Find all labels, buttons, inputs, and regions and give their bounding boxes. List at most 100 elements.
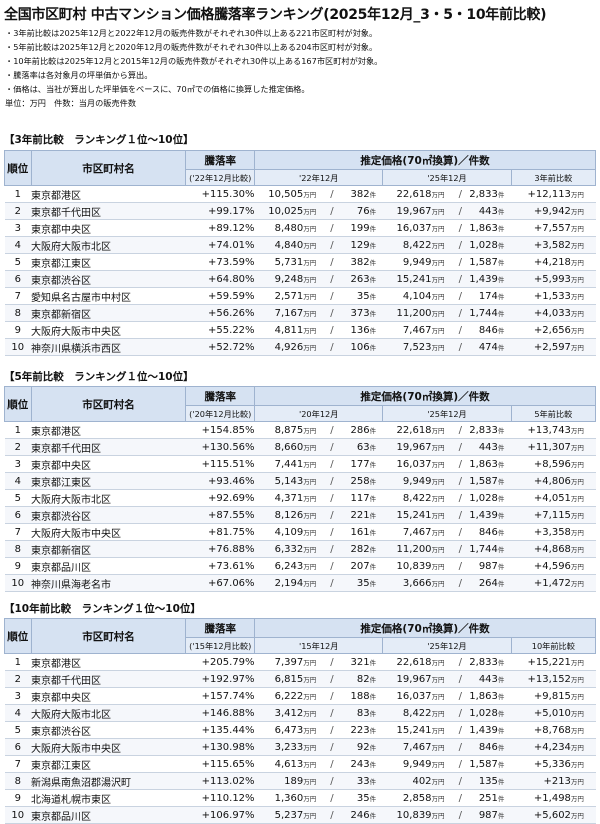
unit-label: 万円 — [431, 687, 454, 705]
diff-cell: +5,010 — [511, 704, 571, 722]
rate-cell: +115.51% — [185, 455, 255, 473]
rate-header: 騰落率 — [185, 386, 256, 406]
separator: / — [453, 219, 467, 237]
past-count-cell: 76 — [338, 202, 370, 220]
unit-label: 万円 — [303, 523, 326, 541]
unit-label: 万円 — [303, 287, 326, 305]
unit-label: 件 — [497, 438, 512, 456]
rank-cell: 9 — [4, 789, 32, 807]
separator: / — [325, 704, 339, 722]
rate-cell: +64.80% — [185, 270, 255, 288]
note-line: ・3年前比較は2025年12月と2022年12月の販売件数がそれぞれ30件以上あ… — [5, 28, 378, 38]
rate-cell: +59.59% — [185, 287, 255, 305]
rank-cell: 1 — [4, 653, 32, 671]
unit-label: 件 — [369, 687, 383, 705]
unit-label: 万円 — [431, 489, 454, 507]
unit-label: 万円 — [303, 304, 326, 322]
separator: / — [325, 687, 339, 705]
rank-cell: 1 — [4, 185, 32, 203]
separator: / — [453, 540, 467, 558]
rank-cell: 6 — [4, 738, 32, 756]
separator: / — [325, 806, 339, 824]
unit-label: 件 — [497, 557, 512, 575]
rank-cell: 2 — [4, 438, 32, 456]
current-count-cell: 1,028 — [466, 236, 498, 254]
table-row: 9 大阪府大阪市中央区 +55.22% 4,811 万円/136 件 7,467 万円/846… — [4, 321, 596, 339]
past-count-cell: 321 — [338, 653, 370, 671]
diff-header: 5年前比較 — [510, 405, 597, 422]
unit-label: 万円 — [431, 270, 454, 288]
past-price-cell: 5,237 — [254, 806, 304, 824]
separator: / — [453, 687, 467, 705]
unit-label: 件 — [369, 653, 383, 671]
unit-label: 万円 — [303, 455, 326, 473]
current-price-cell: 2,858 — [382, 789, 432, 807]
unit-label: 件 — [497, 185, 512, 203]
rate-cell: +99.17% — [185, 202, 255, 220]
past-price-cell: 4,371 — [254, 489, 304, 507]
unit-label: 万円 — [303, 219, 326, 237]
unit-label: 万円 — [570, 704, 596, 722]
table-row: 10 神奈川県海老名市 +67.06% 2,194 万円/35 件 3,666 万円/264 件… — [4, 574, 596, 592]
unit-label: 万円 — [303, 789, 326, 807]
rate-subheader: ('15年12月比較) — [185, 637, 256, 654]
unit-label: 件 — [497, 321, 512, 339]
table-row: 3 東京都中央区 +89.12% 8,480 万円/199 件 16,037 万円/1,863… — [4, 219, 596, 237]
unit-label: 万円 — [431, 574, 454, 592]
rate-cell: +106.97% — [185, 806, 255, 824]
table-row: 8 東京都新宿区 +76.88% 6,332 万円/282 件 11,200 万円/1,744… — [4, 540, 596, 558]
diff-cell: +8,768 — [511, 721, 571, 739]
unit-label: 件 — [497, 253, 512, 271]
note-line: ・騰落率は各対象月の坪単価から算出。 — [5, 70, 153, 80]
past-count-cell: 161 — [338, 523, 370, 541]
unit-label: 万円 — [431, 185, 454, 203]
past-count-cell: 35 — [338, 574, 370, 592]
table-row: 5 東京都渋谷区 +135.44% 6,473 万円/223 件 15,241 万円/1,43… — [4, 721, 596, 739]
past-price-cell: 4,926 — [254, 338, 304, 356]
unit-label: 万円 — [570, 455, 596, 473]
unit-label: 件 — [497, 574, 512, 592]
table-row: 4 東京都江東区 +93.46% 5,143 万円/258 件 9,949 万円/1,587 件… — [4, 472, 596, 490]
past-price-cell: 3,412 — [254, 704, 304, 722]
unit-label: 万円 — [303, 557, 326, 575]
unit-label: 件 — [497, 738, 512, 756]
past-count-cell: 258 — [338, 472, 370, 490]
unit-label: 件 — [369, 540, 383, 558]
city-cell: 東京都千代田区 — [31, 202, 186, 220]
unit-label: 万円 — [303, 338, 326, 356]
current-count-cell: 846 — [466, 321, 498, 339]
rate-cell: +135.44% — [185, 721, 255, 739]
unit-label: 万円 — [303, 755, 326, 773]
table-row: 10 東京都品川区 +106.97% 5,237 万円/246 件 10,839 万円/987… — [4, 806, 596, 824]
separator: / — [325, 653, 339, 671]
unit-label: 万円 — [431, 472, 454, 490]
current-count-cell: 846 — [466, 738, 498, 756]
rate-cell: +205.79% — [185, 653, 255, 671]
separator: / — [453, 185, 467, 203]
rank-header: 順位 — [4, 386, 32, 422]
separator: / — [325, 455, 339, 473]
diff-cell: +1,498 — [511, 789, 571, 807]
current-price-cell: 4,104 — [382, 287, 432, 305]
table-row: 7 東京都江東区 +115.65% 4,613 万円/243 件 9,949 万円/1,587… — [4, 755, 596, 773]
separator: / — [325, 755, 339, 773]
city-cell: 神奈川県横浜市西区 — [31, 338, 186, 356]
separator: / — [325, 489, 339, 507]
rate-cell: +74.01% — [185, 236, 255, 254]
current-price-cell: 19,967 — [382, 202, 432, 220]
city-cell: 東京都中央区 — [31, 687, 186, 705]
diff-header: 3年前比較 — [510, 169, 597, 186]
unit-label: 万円 — [431, 338, 454, 356]
unit-label: 万円 — [570, 523, 596, 541]
current-count-cell: 443 — [466, 438, 498, 456]
past-price-cell: 1,360 — [254, 789, 304, 807]
current-count-cell: 264 — [466, 574, 498, 592]
note-line: ・10年前比較は2025年12月と2015年12月の販売件数がそれぞれ30件以上… — [5, 56, 383, 66]
separator: / — [325, 185, 339, 203]
rate-subheader: ('22年12月比較) — [185, 169, 256, 186]
current-count-cell: 846 — [466, 523, 498, 541]
unit-label: 万円 — [570, 540, 596, 558]
separator: / — [325, 202, 339, 220]
diff-cell: +3,358 — [511, 523, 571, 541]
rate-cell: +55.22% — [185, 321, 255, 339]
